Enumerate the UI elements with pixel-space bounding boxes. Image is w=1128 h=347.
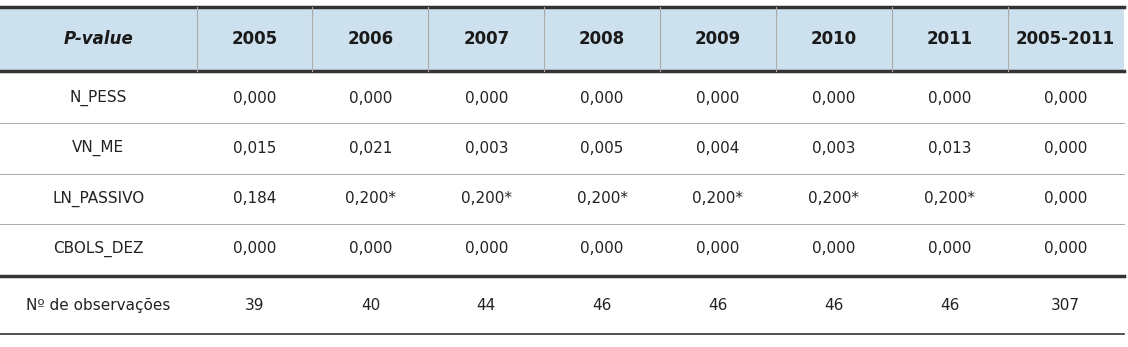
Text: 0,021: 0,021	[349, 141, 393, 156]
Text: 307: 307	[1051, 298, 1081, 313]
Text: 0,015: 0,015	[232, 141, 276, 156]
Text: 2005: 2005	[231, 30, 277, 48]
Text: 2011: 2011	[927, 30, 972, 48]
Text: 46: 46	[708, 298, 728, 313]
Text: CBOLS_DEZ: CBOLS_DEZ	[53, 241, 143, 257]
Text: 0,000: 0,000	[349, 91, 393, 105]
Text: P-value: P-value	[63, 30, 133, 48]
Text: 0,000: 0,000	[1043, 91, 1087, 105]
Text: 0,000: 0,000	[465, 242, 508, 256]
Text: 0,000: 0,000	[928, 242, 971, 256]
Text: 0,200*: 0,200*	[345, 191, 396, 206]
Text: 0,000: 0,000	[581, 91, 624, 105]
Text: 0,200*: 0,200*	[693, 191, 743, 206]
Text: 0,200*: 0,200*	[809, 191, 860, 206]
Text: 0,000: 0,000	[232, 242, 276, 256]
Text: 0,000: 0,000	[812, 242, 855, 256]
Text: 0,200*: 0,200*	[924, 191, 976, 206]
Text: 0,003: 0,003	[465, 141, 508, 156]
Text: 0,005: 0,005	[581, 141, 624, 156]
Text: 0,000: 0,000	[465, 91, 508, 105]
Text: 0,000: 0,000	[696, 242, 740, 256]
FancyBboxPatch shape	[0, 7, 1123, 71]
Text: 0,013: 0,013	[928, 141, 971, 156]
Text: 0,000: 0,000	[812, 91, 855, 105]
Text: 44: 44	[477, 298, 496, 313]
Text: 46: 46	[592, 298, 611, 313]
Text: 2006: 2006	[347, 30, 394, 48]
Text: 0,000: 0,000	[232, 91, 276, 105]
Text: 39: 39	[245, 298, 264, 313]
Text: 0,200*: 0,200*	[576, 191, 627, 206]
Text: 0,000: 0,000	[349, 242, 393, 256]
Text: LN_PASSIVO: LN_PASSIVO	[52, 191, 144, 207]
Text: 0,000: 0,000	[928, 91, 971, 105]
Text: N_PESS: N_PESS	[70, 90, 127, 106]
Text: 0,000: 0,000	[696, 91, 740, 105]
Text: 0,000: 0,000	[581, 242, 624, 256]
Text: 0,000: 0,000	[1043, 191, 1087, 206]
Text: 0,000: 0,000	[1043, 242, 1087, 256]
Text: Nº de observações: Nº de observações	[26, 298, 170, 313]
Text: 0,000: 0,000	[1043, 141, 1087, 156]
Text: 0,003: 0,003	[812, 141, 856, 156]
Text: 0,200*: 0,200*	[460, 191, 512, 206]
Text: 40: 40	[361, 298, 380, 313]
Text: 2010: 2010	[811, 30, 857, 48]
Text: 46: 46	[825, 298, 844, 313]
Text: 0,184: 0,184	[232, 191, 276, 206]
Text: 2005-2011: 2005-2011	[1016, 30, 1116, 48]
Text: 2007: 2007	[464, 30, 510, 48]
Text: 0,004: 0,004	[696, 141, 740, 156]
Text: 46: 46	[940, 298, 960, 313]
Text: 2009: 2009	[695, 30, 741, 48]
Text: VN_ME: VN_ME	[72, 140, 124, 156]
Text: 2008: 2008	[579, 30, 625, 48]
